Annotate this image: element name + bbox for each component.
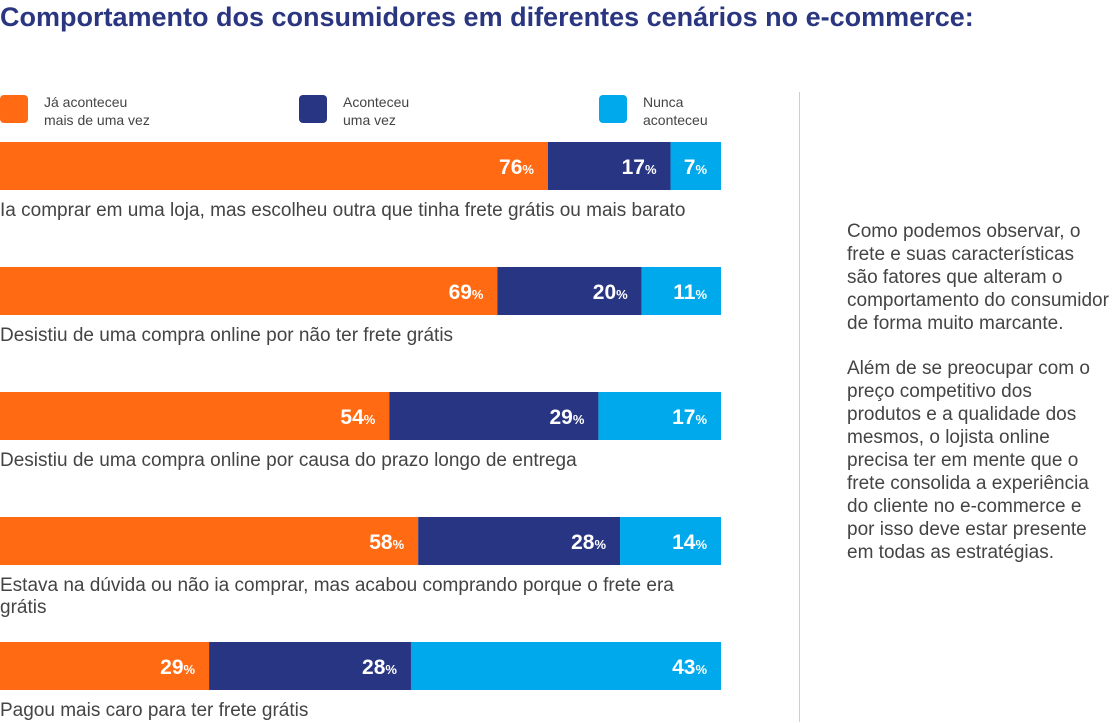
bar-segment	[0, 267, 498, 315]
bar-category-label: Desistiu de uma compra online por não te…	[0, 325, 454, 346]
legend-item-nunca-aconteceu: Nunca aconteceu	[599, 93, 733, 129]
legend-swatch-orange	[0, 95, 28, 123]
bar-value-label: 17%	[672, 406, 707, 429]
bar-segment	[389, 392, 599, 440]
sidebar-commentary: Como podemos observar, o frete e suas ca…	[847, 220, 1109, 586]
bar-value-label: 58%	[369, 531, 404, 554]
legend-label: Nunca aconteceu	[643, 93, 733, 129]
bar-value-label: 43%	[672, 656, 707, 679]
bar-segment	[0, 142, 548, 190]
legend-swatch-navy	[299, 95, 327, 123]
bar-value-label: 54%	[340, 406, 375, 429]
bar-value-label: 69%	[449, 281, 484, 304]
sidebar-paragraph-2: Além de se preocupar com o preço competi…	[847, 358, 1090, 563]
bar-segment	[598, 392, 721, 440]
legend-label: Já aconteceu mais de uma vez	[44, 93, 174, 129]
vertical-divider	[799, 92, 800, 722]
bar-segment	[547, 142, 671, 190]
bar-segment	[497, 267, 642, 315]
bar-category-label: Pagou mais caro para ter frete grátis	[0, 700, 309, 721]
legend-label: Aconteceu uma vez	[343, 93, 473, 129]
bar-segment	[0, 517, 419, 565]
bar-segment	[209, 642, 411, 690]
bar-segment	[620, 517, 721, 565]
legend-label-line1: Nunca	[643, 94, 684, 110]
bar-segment	[670, 142, 721, 190]
bar-value-label: 11%	[673, 281, 707, 304]
bar-category-label: Estava na dúvida ou não ia comprar, mas …	[0, 575, 674, 618]
sidebar-paragraph-1: Como podemos observar, o frete e suas ca…	[847, 221, 1109, 334]
bar-value-label: 20%	[593, 281, 628, 304]
legend-label-line2: uma vez	[343, 112, 396, 128]
legend-item-ja-aconteceu: Já aconteceu mais de uma vez	[0, 93, 174, 129]
bar-value-label: 7%	[684, 156, 708, 179]
chart-title: Comportamento dos consumidores em difere…	[0, 2, 974, 32]
bar-value-label: 17%	[622, 156, 657, 179]
stacked-bar-chart: 76% 17% 7% 69% 20% 11% 54% 29% 17% 58% 28% 14% 29% 28…	[0, 142, 721, 690]
bar-category-label: Desistiu de uma compra online por causa …	[0, 450, 577, 471]
bar-segment	[0, 642, 210, 690]
bar-category-label: Ia comprar em uma loja, mas escolheu out…	[0, 200, 686, 221]
bar-value-label: 14%	[672, 531, 707, 554]
bar-value-label: 29%	[160, 656, 195, 679]
bar-value-label: 29%	[550, 406, 585, 429]
legend-label-line2: mais de uma vez	[44, 112, 150, 128]
bar-segment	[641, 267, 721, 315]
bar-value-label: 28%	[362, 656, 397, 679]
bar-value-label: 76%	[499, 156, 534, 179]
legend-label-line1: Já aconteceu	[44, 94, 128, 110]
legend-label-line2: aconteceu	[643, 112, 708, 128]
bar-segment	[0, 392, 390, 440]
bar-segment	[418, 517, 621, 565]
legend-label-line1: Aconteceu	[343, 94, 410, 110]
bar-segment	[410, 642, 721, 690]
bar-value-label: 28%	[571, 531, 606, 554]
legend-swatch-blue	[599, 95, 627, 123]
legend-item-aconteceu-uma-vez: Aconteceu uma vez	[299, 93, 473, 129]
